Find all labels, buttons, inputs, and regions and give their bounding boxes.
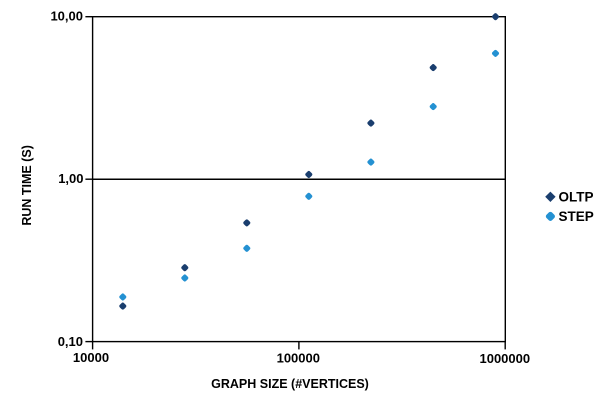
svg-text:1000000: 1000000 [479,351,530,366]
svg-text:STEP: STEP [559,209,594,224]
svg-text:100000: 100000 [277,351,320,366]
svg-text:10,00: 10,00 [50,8,83,23]
svg-text:0,10: 0,10 [58,334,83,349]
svg-text:1,00: 1,00 [58,171,83,186]
svg-text:GRAPH SIZE (#VERTICES): GRAPH SIZE (#VERTICES) [211,377,369,391]
svg-text:OLTP: OLTP [559,190,594,205]
svg-text:RUN TIME (S): RUN TIME (S) [20,145,34,226]
svg-text:10000: 10000 [73,350,109,365]
